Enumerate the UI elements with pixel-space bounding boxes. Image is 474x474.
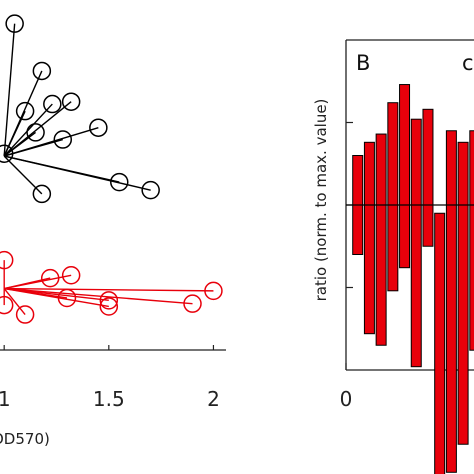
bar-x-tick-label: 0 — [340, 387, 353, 411]
black-data-point — [110, 172, 129, 192]
scatter-lines — [3, 23, 214, 315]
red-data-point — [0, 250, 14, 270]
black-data-point — [26, 123, 45, 142]
black-data-point — [32, 184, 52, 204]
black-spoke-line — [3, 103, 53, 157]
red-spoke-line — [4, 287, 214, 292]
scatter-panel: 11.52 OD570) — [0, 14, 226, 448]
black-data-point — [43, 94, 62, 114]
black-data-point — [141, 180, 160, 200]
red-data-point — [61, 266, 81, 285]
bar — [422, 108, 434, 247]
red-spoke-line — [4, 274, 72, 290]
black-data-point — [32, 61, 52, 81]
bar — [375, 133, 387, 346]
bar — [399, 84, 411, 269]
black-data-point — [0, 144, 14, 163]
red-spoke-line — [3, 288, 26, 315]
red-data-point — [204, 281, 223, 301]
black-data-point — [5, 14, 24, 33]
red-data-point — [40, 268, 60, 288]
panel-label-c: c — [462, 51, 474, 75]
black-spoke-line — [3, 127, 99, 157]
red-data-point — [99, 291, 119, 310]
bar-x-ticks: 010 — [340, 363, 353, 411]
scatter-x-tick-label: 1.5 — [93, 387, 125, 411]
black-data-point — [15, 101, 35, 121]
bar-y-axis-label: ratio (norm. to max. value) — [312, 99, 330, 302]
black-data-point — [61, 92, 81, 111]
bar — [469, 130, 474, 351]
scatter-x-tick-label: 2 — [207, 387, 220, 411]
bar-panel: 010 B c ratio (norm. to max. value) — [312, 39, 474, 474]
scatter-x-axis-label: OD570) — [0, 430, 50, 448]
bar — [387, 102, 399, 292]
scatter-x-tick-label: 1 — [0, 387, 11, 411]
red-data-point — [183, 294, 202, 313]
scatter-x-ticks: 1 1.5 2 — [0, 345, 220, 411]
bars — [352, 84, 474, 474]
red-data-point — [57, 288, 77, 308]
bar — [434, 212, 446, 474]
red-spoke-line — [4, 287, 193, 305]
black-data-point — [53, 130, 73, 149]
red-data-point — [99, 297, 119, 316]
black-data-point — [89, 118, 108, 137]
red-spoke-line — [4, 287, 109, 308]
red-data-point — [0, 295, 14, 315]
scatter-points — [0, 14, 223, 324]
black-spoke-line — [4, 155, 151, 191]
bar — [457, 141, 469, 445]
black-spoke-line — [3, 131, 36, 157]
bar — [363, 141, 375, 335]
red-data-point — [15, 305, 35, 324]
black-spoke-line — [3, 23, 16, 157]
bar — [410, 118, 422, 368]
bar — [445, 130, 457, 473]
panel-label-b: B — [356, 51, 370, 75]
